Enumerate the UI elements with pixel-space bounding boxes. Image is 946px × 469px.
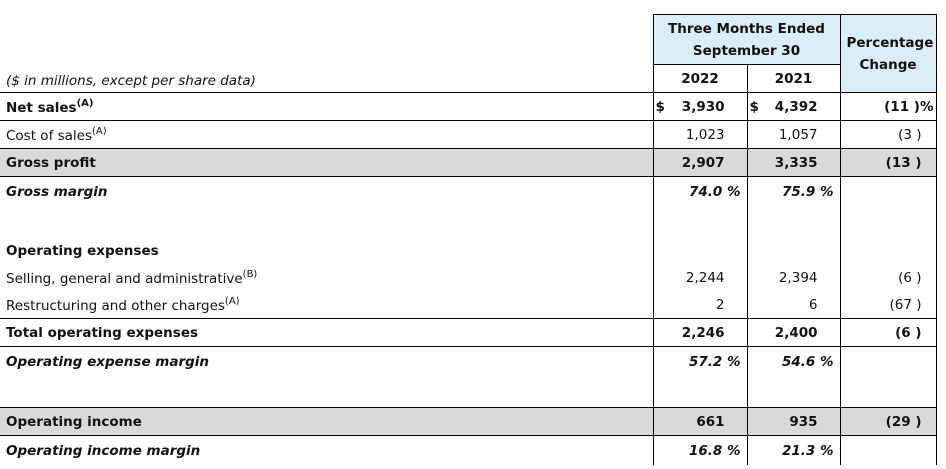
row: Net sales(A) $3,930 $4,392 (11 )%	[0, 92, 937, 121]
period-header: Three Months Ended September 30	[652, 14, 841, 65]
value-text: 4,392	[774, 98, 818, 115]
note: (A)	[224, 295, 240, 307]
year: 2022	[652, 64, 748, 93]
value: $3,930	[652, 92, 748, 121]
empty-cell	[839, 176, 937, 206]
label: Selling, general and administrative(B)	[0, 264, 653, 291]
value: 661	[652, 407, 748, 436]
row: Operating expense margin 57.2 % 54.6 %	[0, 346, 937, 376]
value: 2	[652, 291, 748, 319]
header-row: Three Months Ended September 30 Percentag…	[0, 14, 937, 93]
label-text: Restructuring and other charges	[6, 297, 225, 314]
value: 1,057	[746, 120, 841, 149]
label-text: Cost of sales	[6, 127, 93, 144]
currency: $	[655, 98, 665, 115]
change: (6 )	[839, 318, 937, 347]
margin: 21.3 %	[746, 435, 841, 465]
label: Total operating expenses	[0, 318, 653, 347]
row: Total operating expenses 2,246 2,400 (6 …	[0, 318, 937, 347]
label: Gross margin	[6, 183, 108, 200]
currency: $	[749, 98, 759, 115]
financial-table: Three Months Ended September 30 Percentag…	[0, 14, 937, 465]
change: (3 )	[839, 120, 937, 149]
units-note: ($ in millions, except per share data)	[0, 64, 653, 93]
spacer-row	[0, 206, 937, 237]
change-line: Change	[859, 56, 917, 73]
value: 1,023	[652, 120, 748, 149]
label-text: Net sales	[6, 99, 77, 116]
margin: 57.2 %	[652, 346, 748, 376]
row: Selling, general and administrative(B) 2…	[0, 264, 937, 291]
change: (11 )%	[839, 92, 937, 121]
change-line: Percentage	[846, 34, 934, 51]
label: Operating expense margin	[6, 353, 210, 370]
row: Operating income margin 16.8 % 21.3 %	[0, 435, 937, 465]
label: Cost of sales(A)	[0, 121, 653, 149]
value: 6	[746, 291, 841, 319]
empty-cell	[0, 15, 653, 65]
change: (67 )	[839, 291, 937, 319]
value: 2,907	[652, 148, 748, 177]
margin: 54.6 %	[746, 346, 841, 376]
value: 2,400	[746, 318, 841, 347]
label: Operating income margin	[6, 442, 201, 459]
year: 2021	[746, 64, 841, 93]
note: (A)	[92, 125, 107, 137]
empty-cell	[839, 435, 937, 465]
label-text: Selling, general and administrative	[6, 270, 243, 287]
margin: 75.9 %	[746, 176, 841, 206]
change: (13 )	[839, 148, 937, 177]
label: Net sales(A)	[0, 92, 653, 121]
note: (A)	[76, 97, 94, 109]
row: Operating income 661 935 (29 )	[0, 407, 937, 436]
value: 2,244	[652, 264, 748, 291]
empty-cell	[839, 346, 937, 376]
row: Restructuring and other charges(A) 2 6 (…	[0, 291, 937, 319]
change: (6 )	[839, 264, 937, 291]
value: $4,392	[746, 92, 841, 121]
value: 2,246	[652, 318, 748, 347]
value-text: 3,930	[681, 98, 725, 115]
change-header: Percentage Change	[839, 14, 937, 93]
label: Gross profit	[0, 148, 653, 177]
years-row: ($ in millions, except per share data) 2…	[0, 64, 936, 93]
value: 3,335	[746, 148, 841, 177]
row: Gross profit 2,907 3,335 (13 )	[0, 148, 937, 177]
change: (29 )	[839, 407, 937, 436]
period-line: September 30	[692, 42, 801, 59]
period-line: Three Months Ended	[668, 20, 825, 37]
value: 2,394	[746, 264, 841, 291]
row: Gross margin 74.0 % 75.9 %	[0, 176, 937, 206]
value: 935	[746, 407, 841, 436]
spacer-row	[0, 376, 937, 408]
label: Restructuring and other charges(A)	[0, 291, 653, 319]
row: Operating expenses	[0, 237, 937, 264]
margin: 74.0 %	[652, 176, 748, 206]
margin: 16.8 %	[652, 435, 748, 465]
label: Operating income	[0, 407, 653, 436]
row: Cost of sales(A) 1,023 1,057 (3 )	[0, 120, 937, 149]
note: (B)	[242, 268, 258, 280]
section-label: Operating expenses	[6, 242, 159, 259]
